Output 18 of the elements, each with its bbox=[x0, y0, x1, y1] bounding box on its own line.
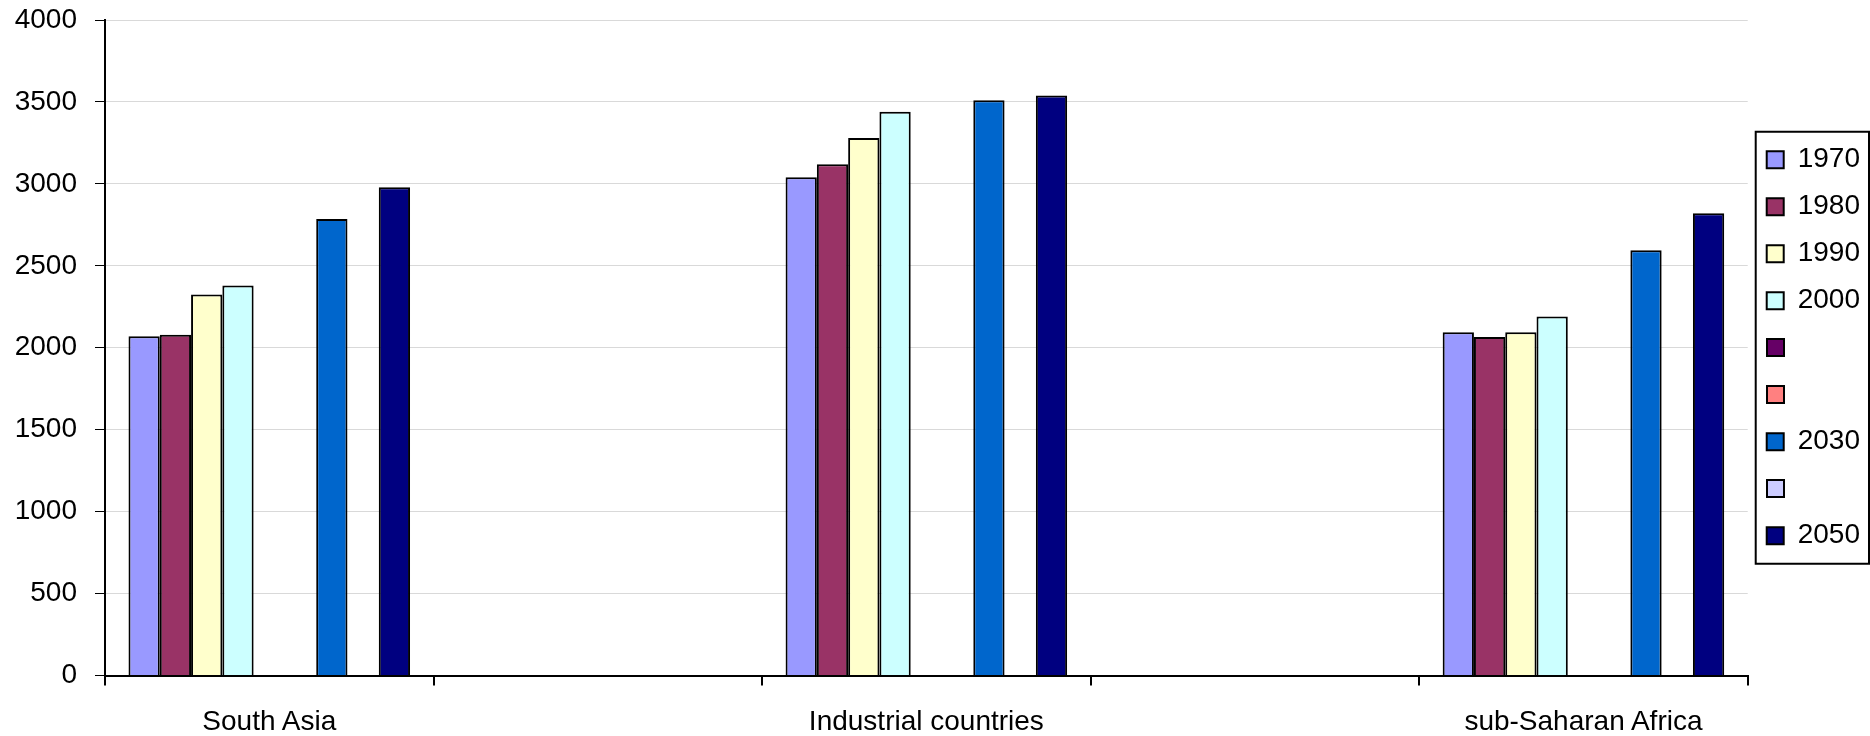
legend-label: 1980 bbox=[1797, 189, 1861, 221]
y-tick-label: 0 bbox=[61, 658, 77, 690]
legend-label: 2000 bbox=[1797, 283, 1861, 315]
y-tick-label: 500 bbox=[30, 576, 77, 608]
y-tick-label: 3500 bbox=[14, 84, 77, 116]
y-tick-label: 4000 bbox=[14, 2, 77, 34]
legend-label: 2050 bbox=[1797, 518, 1861, 550]
x-tick-label: Industrial countries bbox=[808, 705, 1044, 736]
y-tick-label: 2500 bbox=[14, 248, 77, 280]
y-tick-label: 2000 bbox=[14, 330, 77, 362]
legend-label: 2030 bbox=[1797, 424, 1861, 456]
legend-label: 1990 bbox=[1797, 236, 1861, 268]
legend-label: 1970 bbox=[1797, 142, 1861, 174]
y-tick-label: 1500 bbox=[14, 412, 77, 444]
x-tick-label: sub-Saharan Africa bbox=[1464, 705, 1703, 736]
y-tick-label: 3000 bbox=[14, 166, 77, 198]
y-tick-label: 1000 bbox=[14, 494, 77, 526]
x-tick-label: South Asia bbox=[202, 705, 337, 736]
